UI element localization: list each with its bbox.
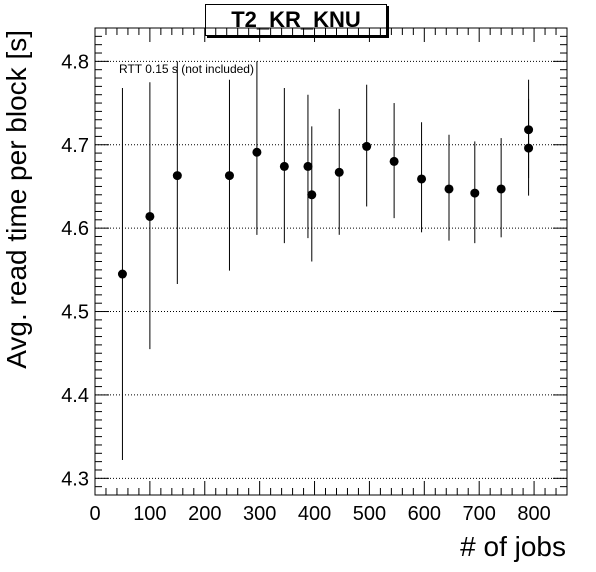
point-marker [389,156,399,166]
x-tick-label: 400 [298,503,331,525]
point-marker [334,167,344,177]
x-tick-label: 0 [89,503,100,525]
point-marker [303,161,313,171]
data-point [117,88,127,460]
point-marker [279,161,289,171]
y-tick-label: 4.8 [61,51,89,73]
x-tick-label: 700 [462,503,495,525]
data-point [417,122,427,233]
axis-ticks [94,27,567,495]
rtt-annotation: RTT 0.15 s (not included) [119,62,254,76]
x-tick-label: 200 [188,503,221,525]
point-marker [172,171,182,181]
point-marker [496,184,506,194]
data-points [117,61,534,460]
point-marker [444,184,454,194]
point-marker [224,171,234,181]
data-point [307,126,317,262]
x-tick-label: 600 [408,503,441,525]
data-point [252,61,262,235]
data-point [362,84,372,207]
tick-labels: 4.3 4.4 4.5 4.6 4.7 4.8 0 100 200 300 400 500 600 700… [61,51,551,525]
data-point [279,88,289,244]
y-tick-label: 4.7 [61,135,89,157]
point-marker [470,188,480,198]
y-tick-label: 4.3 [61,468,89,490]
x-axis-label: # of jobs [460,531,566,562]
data-point [496,138,506,238]
x-tick-label: 300 [243,503,276,525]
data-point [470,141,480,244]
y-tick-label: 4.6 [61,218,89,240]
x-tick-label: 100 [133,503,166,525]
point-marker [145,211,155,221]
data-point [334,108,344,235]
point-marker [524,143,534,153]
data-point [524,98,534,196]
x-tick-label: 800 [517,503,550,525]
data-point [145,82,155,350]
data-point [389,103,399,219]
point-marker [307,190,317,200]
y-axis-label: Avg. read time per block [s] [1,30,32,369]
x-tick-label: 500 [353,503,386,525]
plot-frame [94,27,568,496]
y-tick-label: 4.5 [61,302,89,324]
point-marker [252,147,262,157]
data-point [172,61,182,285]
data-point [444,134,454,241]
point-marker [362,141,372,151]
grid-lines [95,60,567,479]
data-point [303,94,313,239]
point-marker [117,269,127,279]
point-marker [417,174,427,184]
y-tick-label: 4.4 [61,385,89,407]
data-point [224,79,234,271]
